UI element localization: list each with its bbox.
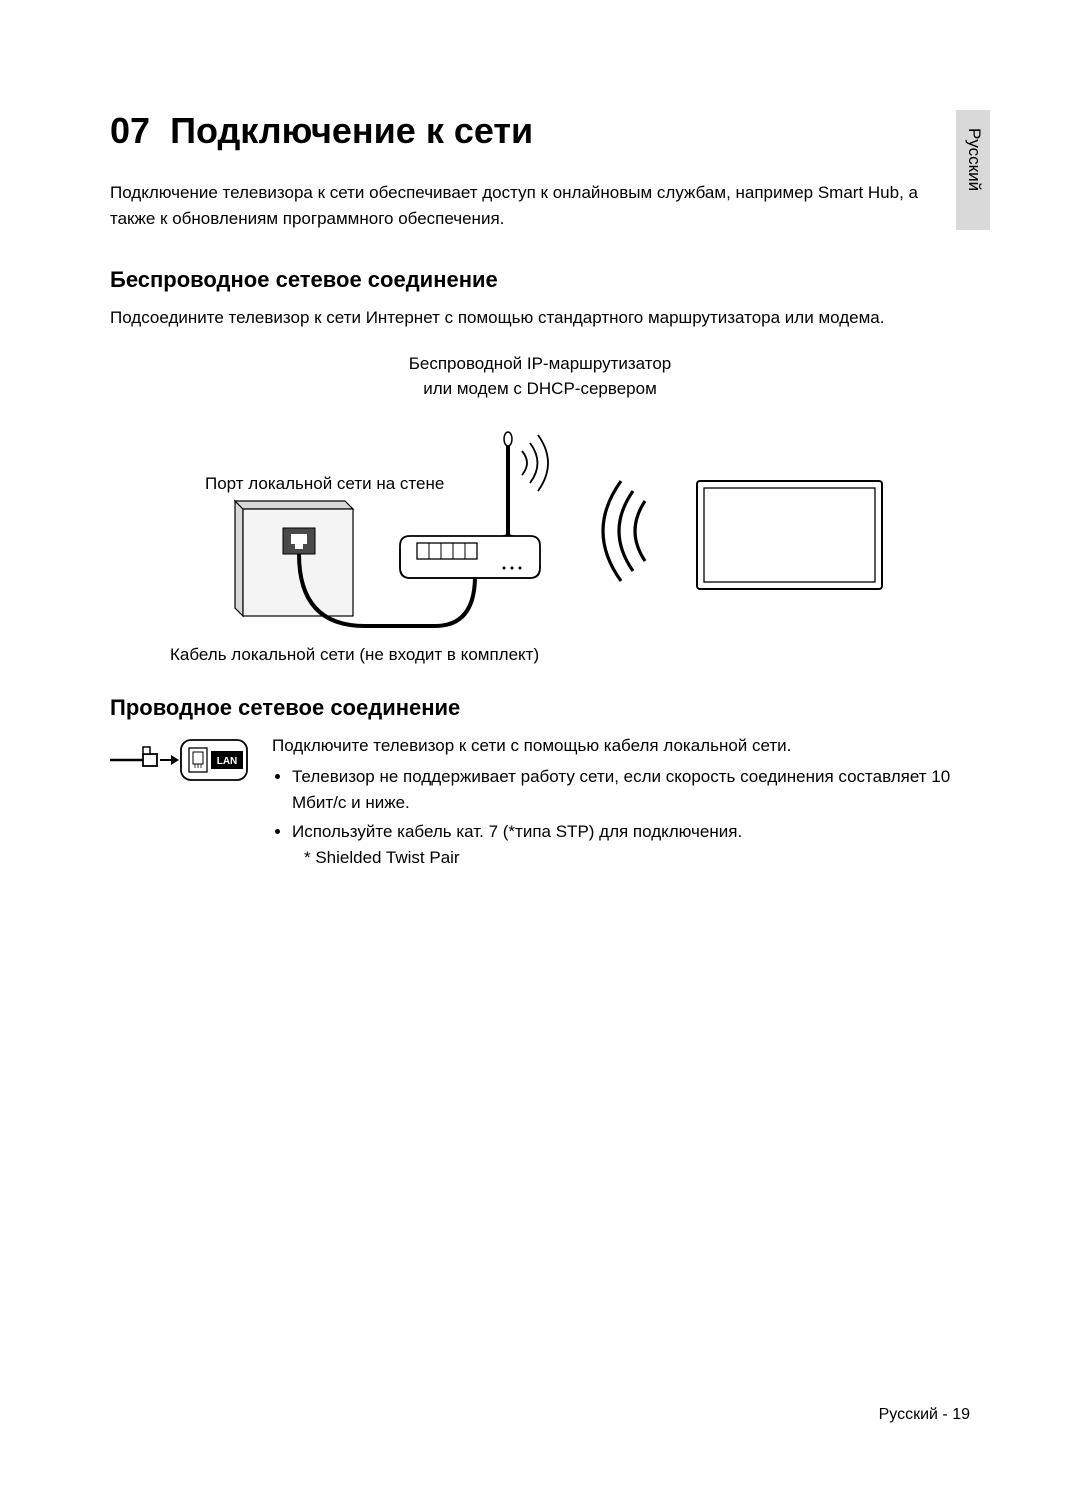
wall-port-label: Порт локальной сети на стене xyxy=(205,474,444,494)
wireless-diagram-svg xyxy=(185,401,895,631)
lan-label-text: LAN xyxy=(217,756,238,767)
wall-panel xyxy=(235,501,353,616)
router-title-line2: или модем с DHCP-сервером xyxy=(423,379,657,398)
chapter-title: 07 Подключение к сети xyxy=(110,110,970,152)
lan-svg: LAN xyxy=(110,733,250,797)
wired-bullet-2-text: Используйте кабель кат. 7 (*типа STP) дл… xyxy=(292,822,742,841)
intro-paragraph: Подключение телевизора к сети обеспечива… xyxy=(110,180,920,233)
chapter-number: 07 xyxy=(110,110,150,151)
page-content: 07 Подключение к сети Подключение телеви… xyxy=(0,0,1080,873)
rj45-plug-icon xyxy=(143,747,157,766)
wired-heading: Проводное сетевое соединение xyxy=(110,695,970,721)
footer-lang: Русский xyxy=(879,1406,938,1423)
wireless-figure: Порт локальной сети на стене xyxy=(185,401,895,631)
stp-note: * Shielded Twist Pair xyxy=(304,845,970,871)
chapter-title-text: Подключение к сети xyxy=(170,110,533,151)
router-title-line1: Беспроводной IP-маршрутизатор xyxy=(409,354,672,373)
wireless-heading: Беспроводное сетевое соединение xyxy=(110,267,970,293)
cable-label: Кабель локальной сети (не входит в компл… xyxy=(170,645,970,665)
lan-diagram: LAN xyxy=(110,733,250,797)
wired-bullets: Телевизор не поддерживает работу сети, е… xyxy=(272,764,970,871)
wired-text: Подключите телевизор к сети с помощью ка… xyxy=(272,733,970,873)
router-icon xyxy=(400,432,548,578)
wired-desc: Подключите телевизор к сети с помощью ка… xyxy=(272,733,970,759)
wired-section: LAN Подключите телевизор к сети с помощь… xyxy=(110,733,970,873)
tv-wave-icon xyxy=(603,481,645,581)
wired-bullet-1: Телевизор не поддерживает работу сети, е… xyxy=(292,764,970,817)
tv-icon xyxy=(697,481,882,589)
router-title: Беспроводной IP-маршрутизатор или модем … xyxy=(110,352,970,401)
page-footer: Русский - 19 xyxy=(879,1406,970,1424)
wired-bullet-2: Используйте кабель кат. 7 (*типа STP) дл… xyxy=(292,819,970,872)
footer-page: 19 xyxy=(952,1406,970,1423)
wireless-figure-wrapper: Беспроводной IP-маршрутизатор или модем … xyxy=(110,352,970,665)
wireless-desc: Подсоедините телевизор к сети Интернет с… xyxy=(110,305,970,331)
